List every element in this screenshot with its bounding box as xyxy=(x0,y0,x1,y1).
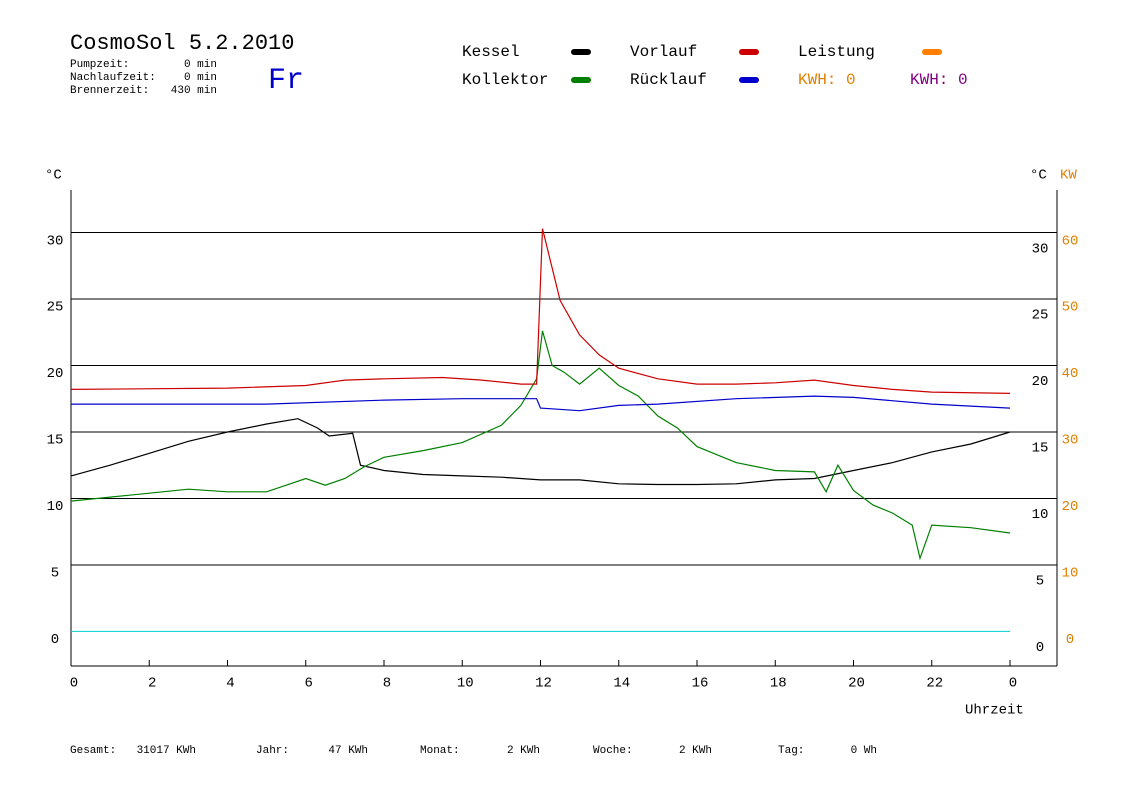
y-tick-label-right: 0 xyxy=(1036,640,1044,656)
footer-value: 0 Wh xyxy=(851,745,877,757)
footer-value: 31017 KWh xyxy=(137,745,196,757)
info-label: Brennerzeit: xyxy=(70,85,149,97)
legend-label: Kollektor xyxy=(462,71,548,89)
day-label: Fr xyxy=(268,64,304,98)
y-tick-label: 10 xyxy=(47,499,64,515)
y-tick-label-right: 5 xyxy=(1036,574,1044,590)
y-tick-label: 20 xyxy=(47,366,64,382)
footer-value: 2 KWh xyxy=(679,745,712,757)
y2-tick-label: 40 xyxy=(1062,366,1079,382)
footer-value: 47 KWh xyxy=(328,745,368,757)
y-tick-label: 5 xyxy=(51,566,59,582)
y-axis-label: °C xyxy=(45,168,62,184)
legend-label: Leistung xyxy=(798,43,875,61)
x-tick-label: 22 xyxy=(926,676,943,692)
y2-tick-label: 30 xyxy=(1062,433,1079,449)
footer-label: Tag: xyxy=(778,745,804,757)
data-line xyxy=(70,418,1011,486)
x-tick-label: 16 xyxy=(692,676,709,692)
x-tick-label: 10 xyxy=(457,676,474,692)
info-value: 430 min xyxy=(171,85,217,97)
legend-label: Vorlauf xyxy=(630,43,697,61)
y-tick-label-right: 20 xyxy=(1032,374,1049,390)
y-tick-label-right: 10 xyxy=(1032,507,1049,523)
y2-tick-label: 0 xyxy=(1066,632,1074,648)
footer-label: Monat: xyxy=(420,745,460,757)
x-tick-label: 14 xyxy=(613,676,630,692)
y-tick-label-right: 30 xyxy=(1032,241,1049,257)
x-tick-label: 20 xyxy=(848,676,865,692)
kwh-label: KWH: 0 xyxy=(798,71,856,89)
y-tick-label-right: 25 xyxy=(1032,308,1049,324)
x-tick-label: 2 xyxy=(148,676,156,692)
kwh-label: KWH: 0 xyxy=(910,71,968,89)
x-tick-label: 0 xyxy=(70,676,78,692)
info-label: Nachlaufzeit: xyxy=(70,72,156,84)
x-tick-label: 0 xyxy=(1009,676,1017,692)
footer-value: 2 KWh xyxy=(507,745,540,757)
x-tick-label: 12 xyxy=(535,676,552,692)
footer-label: Gesamt: xyxy=(70,745,116,757)
chart-title: CosmoSol 5.2.2010 xyxy=(70,31,294,56)
legend-label: Rücklauf xyxy=(630,71,707,89)
x-tick-label: 4 xyxy=(226,676,234,692)
data-line xyxy=(71,395,1011,412)
info-value: 0 min xyxy=(184,72,217,84)
y-axis-label-right: °C xyxy=(1030,168,1047,184)
y2-tick-label: 50 xyxy=(1062,300,1079,316)
y2-axis-label: KW xyxy=(1060,168,1077,184)
y2-tick-label: 20 xyxy=(1062,499,1079,515)
data-line xyxy=(70,228,1011,394)
y-tick-label: 15 xyxy=(47,433,64,449)
x-tick-label: 18 xyxy=(770,676,787,692)
y-tick-label-right: 15 xyxy=(1032,441,1049,457)
data-line xyxy=(70,330,1011,561)
legend-label: Kessel xyxy=(462,43,520,61)
y-tick-label: 25 xyxy=(47,300,64,316)
info-value: 0 min xyxy=(184,59,217,71)
y2-tick-label: 10 xyxy=(1062,566,1079,582)
x-axis-label: Uhrzeit xyxy=(965,703,1024,719)
footer-label: Woche: xyxy=(593,745,633,757)
x-tick-label: 8 xyxy=(383,676,391,692)
x-tick-label: 6 xyxy=(305,676,313,692)
y-tick-label: 0 xyxy=(51,632,59,648)
y2-tick-label: 60 xyxy=(1062,233,1079,249)
info-label: Pumpzeit: xyxy=(70,59,129,71)
footer-label: Jahr: xyxy=(256,745,289,757)
y-tick-label: 30 xyxy=(47,233,64,249)
